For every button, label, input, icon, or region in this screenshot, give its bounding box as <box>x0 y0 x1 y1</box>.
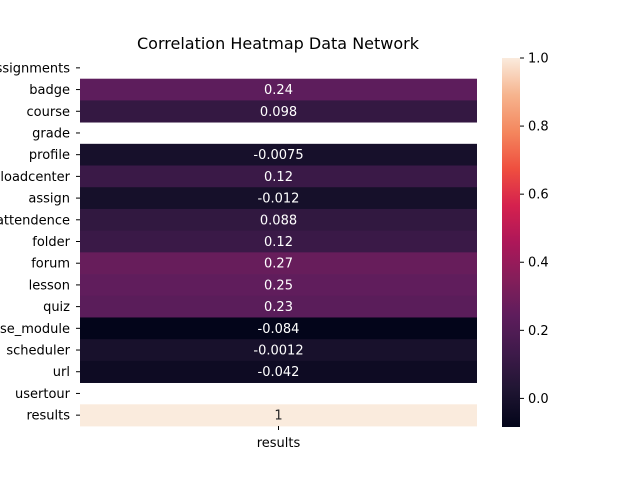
row-label: attendence <box>0 213 70 228</box>
colorbar-tick-label: 1.0 <box>528 52 549 67</box>
heatmap-cell <box>80 187 477 210</box>
column-label: results <box>257 436 301 451</box>
cell-value-label: 1 <box>274 409 282 424</box>
cell-value-label: -0.084 <box>258 322 300 337</box>
row-label: assignments <box>0 61 70 76</box>
row-label: assign <box>28 192 70 207</box>
heatmap-cells: 0.24 0.098 -0.0075 0.12 -0.012 0.088 0.12 0.27 0… <box>80 78 477 427</box>
cell-value-label: -0.012 <box>258 192 300 207</box>
heatmap-cell <box>80 165 477 188</box>
row-label: badge <box>29 83 70 98</box>
row-label: course_module <box>0 322 70 337</box>
heatmap-cell <box>80 78 477 101</box>
heatmap-cell <box>80 230 477 253</box>
colorbar-tick-label: 0.6 <box>528 188 549 203</box>
cell-value-label: -0.0075 <box>253 148 303 163</box>
row-label: forum <box>31 257 70 272</box>
row-label: folder <box>32 235 70 250</box>
colorbar-tick-label: 0.8 <box>528 120 549 135</box>
colorbar-tick-label: 0.2 <box>528 324 549 339</box>
cell-value-label: 0.24 <box>264 83 293 98</box>
row-label: usertour <box>15 387 71 402</box>
heatmap-cell <box>80 208 477 232</box>
row-label: results <box>26 409 70 424</box>
row-label: course <box>27 105 70 120</box>
row-label: grade <box>32 126 70 141</box>
heatmap-cell <box>80 339 477 362</box>
row-label: lesson <box>29 278 70 293</box>
heatmap-cell <box>80 317 477 340</box>
row-label: profile <box>29 148 70 163</box>
cell-value-label: -0.042 <box>258 365 300 380</box>
chart-title: Correlation Heatmap Data Network <box>137 34 420 53</box>
cell-value-label: 0.12 <box>264 235 293 250</box>
row-label: quiz <box>43 300 70 315</box>
row-label: scheduler <box>6 344 70 359</box>
heatmap-cell <box>80 404 477 427</box>
heatmap-cell <box>80 360 477 383</box>
cell-value-label: 0.27 <box>264 257 293 272</box>
cell-value-label: -0.0012 <box>253 344 303 359</box>
row-label: downloadcenter <box>0 170 71 185</box>
heatmap-cell <box>80 252 477 275</box>
cell-value-label: 0.23 <box>264 300 293 315</box>
colorbar-tick-label: 0.0 <box>528 392 549 407</box>
cell-value-label: 0.25 <box>264 278 293 293</box>
row-labels: assignments badge course grade profile downlo… <box>0 61 80 424</box>
colorbar: 0.0 0.2 0.4 0.6 0.8 1.0 <box>502 52 549 427</box>
cell-value-label: 0.098 <box>260 105 297 120</box>
colorbar-gradient <box>502 58 520 427</box>
colorbar-tick-label: 0.4 <box>528 256 549 271</box>
column-labels: results <box>257 426 301 451</box>
heatmap-cell <box>80 274 477 297</box>
row-label: url <box>53 365 70 380</box>
heatmap-cell <box>80 295 477 318</box>
cell-value-label: 0.088 <box>260 213 297 228</box>
heatmap-cell <box>80 100 477 123</box>
heatmap-cell <box>80 143 477 166</box>
cell-value-label: 0.12 <box>264 170 293 185</box>
